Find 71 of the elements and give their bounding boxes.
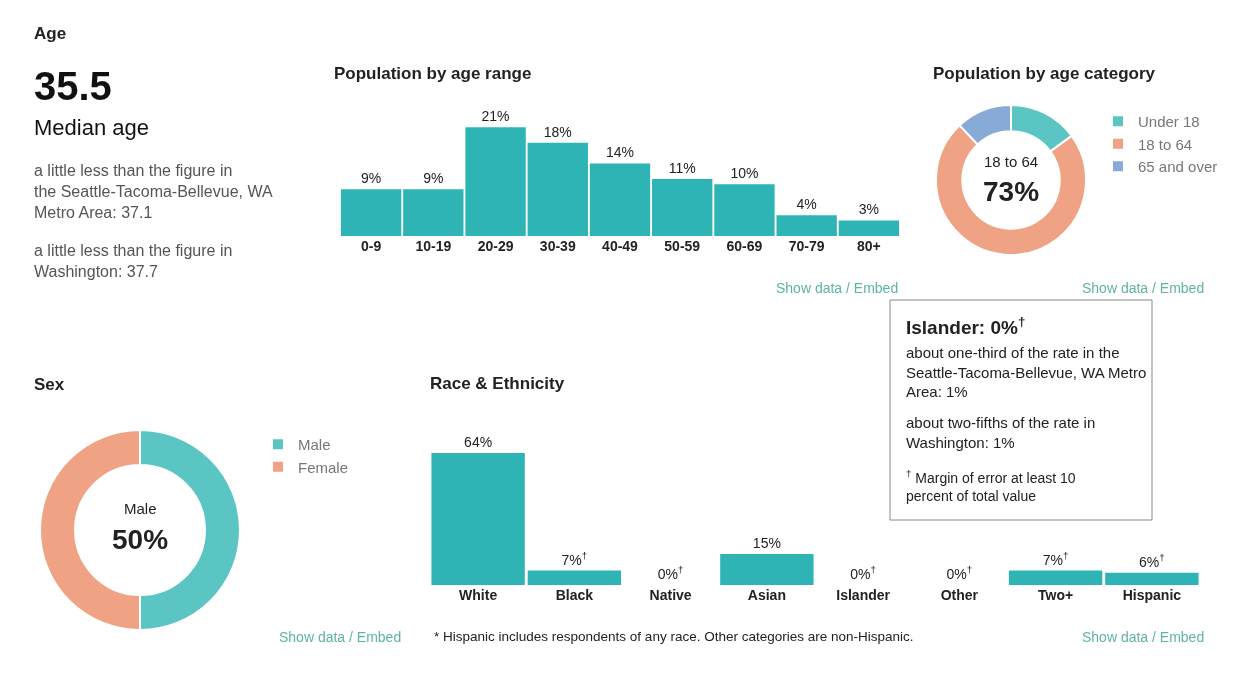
legend-label: Under 18	[1138, 113, 1200, 131]
x-tick-label: White	[459, 587, 498, 603]
text: Median age	[34, 115, 149, 140]
text: Show data / Embed	[1082, 629, 1205, 645]
text: 35.5	[34, 64, 112, 108]
text: Show data / Embed	[1082, 280, 1205, 296]
bar	[527, 142, 588, 236]
legend-label: Male	[298, 436, 331, 454]
data-label: 14%	[605, 144, 635, 161]
x-tick-label: Other	[940, 587, 979, 603]
text: Male	[124, 500, 157, 517]
text: about one-third of the rate in the Seattle-Tacoma-Bellevue, WA Metro Area: 1%	[906, 344, 1147, 400]
legend-label: 65 and over	[1138, 158, 1218, 176]
data-label: 9%	[423, 170, 444, 187]
text: 50%	[112, 524, 169, 555]
data-label: 64%	[464, 434, 493, 450]
text: Islander: 0%$^{†}$	[906, 314, 1026, 338]
data-label: 9%	[360, 170, 382, 187]
bar	[1008, 570, 1103, 585]
x-tick-label: 80+	[857, 238, 881, 254]
x-tick-label: Two+	[1038, 587, 1074, 603]
data-label: 21%	[481, 108, 510, 125]
text: Show data / Embed	[279, 629, 402, 645]
x-tick-label: Black	[555, 587, 594, 603]
bar	[720, 554, 814, 585]
bar	[838, 220, 900, 236]
bar	[652, 179, 713, 236]
x-tick-label: 60-69	[726, 238, 763, 254]
data-label: 7%$^{†}$	[1042, 549, 1069, 568]
data-label: 10%	[730, 165, 759, 182]
data-label: 18%	[543, 123, 572, 140]
bar	[1105, 572, 1199, 585]
text: a little less than the figure in Washington: 37.7	[34, 242, 233, 280]
x-tick-label: Hispanic	[1122, 587, 1182, 603]
x-tick-label: Asian	[747, 587, 786, 603]
text: * Hispanic includes respondents of any race. Other categories are non-Hispanic.	[434, 629, 914, 644]
data-label: 0%$^{†}$	[850, 564, 876, 582]
x-tick-label: 50-59	[664, 238, 701, 254]
annotation: $^{†}$ Margin of error at least 10 percent of total value	[906, 468, 1076, 505]
chart-title: Population by age category	[933, 64, 1156, 83]
x-tick-label: 70-79	[788, 238, 825, 254]
data-label: 15%	[752, 535, 781, 552]
x-tick-label: Islander	[836, 587, 891, 603]
text: a little less than the figure in the Seattle-Tacoma-Bellevue, WA Metro Area: 37.1	[34, 162, 273, 221]
data-label: 4%	[796, 196, 817, 213]
text: Age	[34, 24, 67, 43]
legend-label: Female	[298, 458, 349, 476]
x-tick-label: 10-19	[415, 238, 452, 254]
x-tick-label: 0-9	[360, 238, 382, 254]
bar	[589, 163, 651, 236]
data-label: 7%$^{†}$	[561, 549, 588, 568]
text: 18 to 64	[984, 153, 1039, 170]
text: Show data / Embed	[776, 280, 899, 296]
data-label: 0%$^{†}$	[946, 564, 973, 582]
bar	[340, 189, 402, 236]
data-label: 6%$^{†}$	[1139, 551, 1165, 570]
chart-title: Population by age range	[334, 64, 532, 83]
x-tick-label: 20-29	[477, 238, 514, 254]
chart-title: Race & Ethnicity	[430, 374, 565, 393]
bar	[527, 570, 622, 585]
text: 73%	[983, 176, 1040, 207]
data-label: 0%$^{†}$	[657, 564, 684, 582]
bar	[431, 453, 525, 585]
data-label: 11%	[668, 160, 696, 177]
text: about two-fifths of the rate in Washington: 1%	[906, 414, 1096, 451]
chart-title: Sex	[34, 375, 65, 394]
data-label: 3%	[858, 201, 880, 218]
legend-label: 18 to 64	[1138, 135, 1193, 153]
x-tick-label: 30-39	[539, 238, 576, 254]
x-tick-label: 40-49	[602, 238, 639, 254]
x-tick-label: Native	[649, 587, 692, 603]
